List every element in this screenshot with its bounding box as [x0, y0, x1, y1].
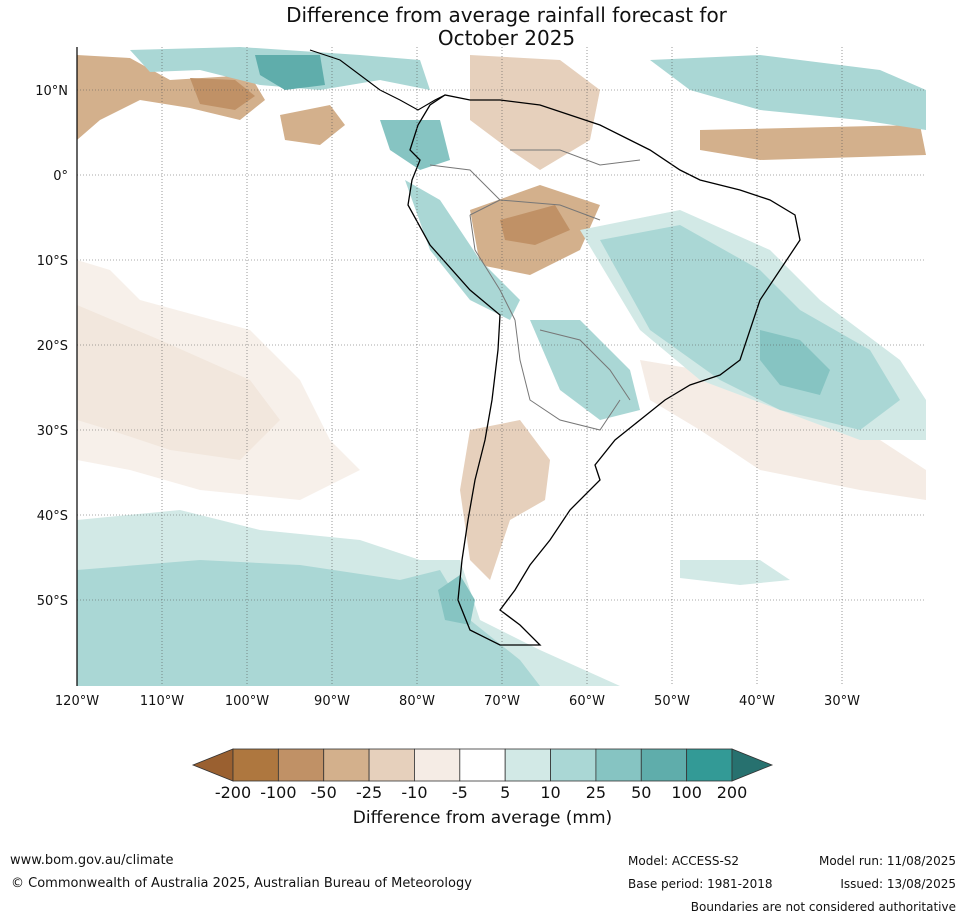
- central-america-coastline: [309, 49, 446, 111]
- lon-label: 30°W: [824, 694, 860, 709]
- colorbar-tick-label: 10: [540, 783, 560, 802]
- dry-patch-venezuela: [470, 55, 600, 170]
- boundaries-disclaimer: Boundaries are not considered authoritat…: [690, 900, 956, 914]
- colorbar-bin: [459, 748, 506, 782]
- model-run-date: Model run: 11/08/2025: [818, 854, 956, 868]
- colorbar-bin: [232, 748, 279, 782]
- colorbar-bin: [368, 748, 415, 782]
- colorbar-bin: [414, 748, 461, 782]
- lat-label: 50°S: [37, 594, 68, 609]
- wet-patch-peru-coast: [405, 180, 520, 320]
- dry-patch-caribbean-west: [77, 55, 265, 140]
- wet-patch-colombia-pacific: [380, 120, 450, 170]
- lat-label: 30°S: [37, 424, 68, 439]
- lon-label: 80°W: [399, 694, 435, 709]
- wet-patch-patagonia-west: [438, 575, 475, 625]
- lon-label: 40°W: [739, 694, 775, 709]
- title-line-1: Difference from average rainfall forecas…: [286, 3, 727, 27]
- graticule: [77, 47, 926, 686]
- lon-label: 110°W: [140, 694, 184, 709]
- colorbar-bin: [277, 748, 325, 782]
- dry-patch-pacific-wide: [77, 260, 360, 500]
- rainfall-anomaly-map: 10°N 0° 10°S 20°S 30°S 40°S 50°S 120°W 1…: [35, 47, 926, 709]
- lon-label: 70°W: [484, 694, 520, 709]
- colorbar-tick-label: -10: [401, 783, 427, 802]
- copyright-text: © Commonwealth of Australia 2025, Austra…: [11, 876, 472, 891]
- lat-label: 10°S: [37, 254, 68, 269]
- colorbar-boxes: [232, 748, 733, 782]
- map-title: Difference from average rainfall forecas…: [0, 4, 965, 50]
- dry-patch-atlantic-north: [700, 125, 926, 160]
- dry-patch-pacific-north: [280, 105, 345, 145]
- colorbar-bin: [504, 748, 551, 782]
- dry-patch-caribbean-core: [190, 78, 255, 110]
- colorbar-bin: [686, 748, 733, 782]
- wet-patch-atlantic-north: [650, 55, 926, 130]
- colorbar-tick-label: -25: [356, 783, 382, 802]
- model-name: Model: ACCESS-S2: [628, 854, 740, 868]
- colorbar-bin: [323, 748, 370, 782]
- colorbar-tick-label: -200: [215, 783, 251, 802]
- colorbar-tick-label: -50: [311, 783, 337, 802]
- lat-label: 40°S: [37, 509, 68, 524]
- colorbar-tick-label: -100: [260, 783, 296, 802]
- colorbar-arrow-low: [191, 748, 234, 782]
- lon-label: 100°W: [225, 694, 269, 709]
- dry-patch-amazon-core: [500, 205, 570, 245]
- base-period: Base period: 1981-2018: [628, 877, 773, 891]
- colorbar-tick-labels: -200 -100 -50 -25 -10 -5 5 10 25 50 100 200: [215, 783, 747, 802]
- dry-patch-argentina: [460, 420, 550, 580]
- lat-label: 0°: [53, 169, 68, 184]
- issued-date: Issued: 13/08/2025: [840, 877, 956, 891]
- colorbar-bin: [595, 748, 642, 782]
- latitude-labels: 10°N 0° 10°S 20°S 30°S 40°S 50°S: [35, 84, 68, 609]
- colorbar-bin: [550, 748, 597, 782]
- wet-anomaly-areas: [77, 47, 926, 686]
- south-america-coastline: [407, 94, 801, 646]
- colorbar-tick-label: -5: [452, 783, 468, 802]
- wet-patch-atlantic-south: [680, 560, 790, 585]
- wet-patch-southern-ocean-core: [77, 560, 540, 686]
- country-borders: [429, 149, 641, 431]
- wet-patch-brazil-heavy: [760, 330, 830, 395]
- website-link[interactable]: www.bom.gov.au/climate: [10, 853, 174, 868]
- colorbar-arrow-high: [731, 748, 774, 782]
- lon-label: 60°W: [569, 694, 605, 709]
- dry-anomaly-areas: [77, 55, 926, 580]
- lat-label: 10°N: [35, 84, 68, 99]
- colorbar-tick-label: 5: [500, 783, 510, 802]
- lon-label: 50°W: [654, 694, 690, 709]
- lat-label: 20°S: [37, 339, 68, 354]
- colorbar-tick-label: 25: [586, 783, 606, 802]
- colorbar-bin: [640, 748, 688, 782]
- colorbar-tick-label: 50: [631, 783, 651, 802]
- colorbar-tick-label: 100: [671, 783, 702, 802]
- lon-label: 90°W: [314, 694, 350, 709]
- title-line-2: October 2025: [437, 26, 576, 50]
- legend-title: Difference from average (mm): [352, 808, 613, 828]
- lon-label: 120°W: [55, 694, 99, 709]
- longitude-labels: 120°W 110°W 100°W 90°W 80°W 70°W 60°W 50…: [55, 694, 860, 709]
- colorbar-tick-label: 200: [717, 783, 748, 802]
- wet-patch-caribbean-core: [255, 55, 325, 90]
